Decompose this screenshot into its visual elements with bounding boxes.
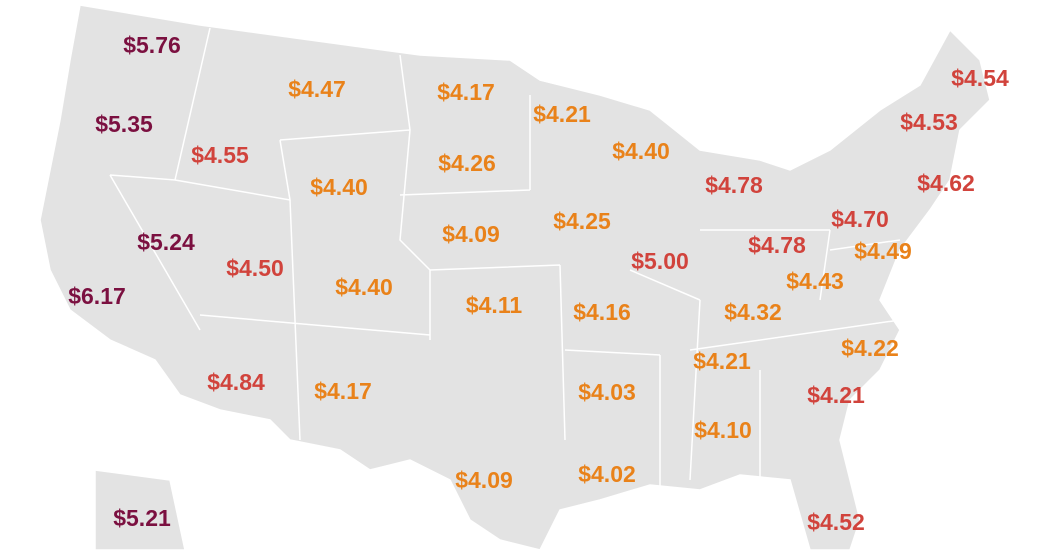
price-label: $5.24 [137, 229, 195, 255]
price-label: $4.26 [438, 150, 496, 176]
price-label: $4.50 [226, 255, 284, 281]
price-label: $4.78 [748, 232, 806, 258]
price-label: $4.21 [693, 348, 751, 374]
price-label: $4.21 [533, 101, 591, 127]
price-label: $4.25 [553, 208, 611, 234]
price-label: $4.16 [573, 299, 631, 325]
price-label: $4.09 [455, 467, 513, 493]
price-label: $4.02 [578, 461, 636, 487]
price-label: $4.84 [207, 369, 265, 395]
price-label: $4.62 [917, 170, 975, 196]
price-label: $4.21 [807, 382, 865, 408]
price-label: $4.40 [335, 274, 393, 300]
price-label: $4.55 [191, 142, 249, 168]
price-label: $4.40 [612, 138, 670, 164]
price-label: $5.76 [123, 32, 181, 58]
price-label: $4.17 [437, 79, 495, 105]
price-label: $5.21 [113, 505, 171, 531]
price-label: $5.00 [631, 248, 689, 274]
price-label: $5.35 [95, 111, 153, 137]
price-label: $4.03 [578, 379, 636, 405]
price-label: $4.49 [854, 238, 912, 264]
price-label: $4.47 [288, 76, 346, 102]
price-label: $4.43 [786, 268, 844, 294]
price-label: $4.52 [807, 509, 865, 535]
price-label: $4.40 [310, 174, 368, 200]
price-label: $4.10 [694, 417, 752, 443]
state-borders [109, 27, 901, 490]
price-label: $4.17 [314, 378, 372, 404]
price-label: $4.78 [705, 172, 763, 198]
price-label: $4.53 [900, 109, 958, 135]
price-label: $4.54 [951, 65, 1009, 91]
price-label: $4.32 [724, 299, 782, 325]
price-label: $4.22 [841, 335, 899, 361]
price-label: $6.17 [68, 283, 126, 309]
price-label: $4.70 [831, 206, 889, 232]
price-label: $4.11 [466, 292, 522, 318]
lower-48 [39, 4, 991, 551]
price-label: $4.09 [442, 221, 500, 247]
